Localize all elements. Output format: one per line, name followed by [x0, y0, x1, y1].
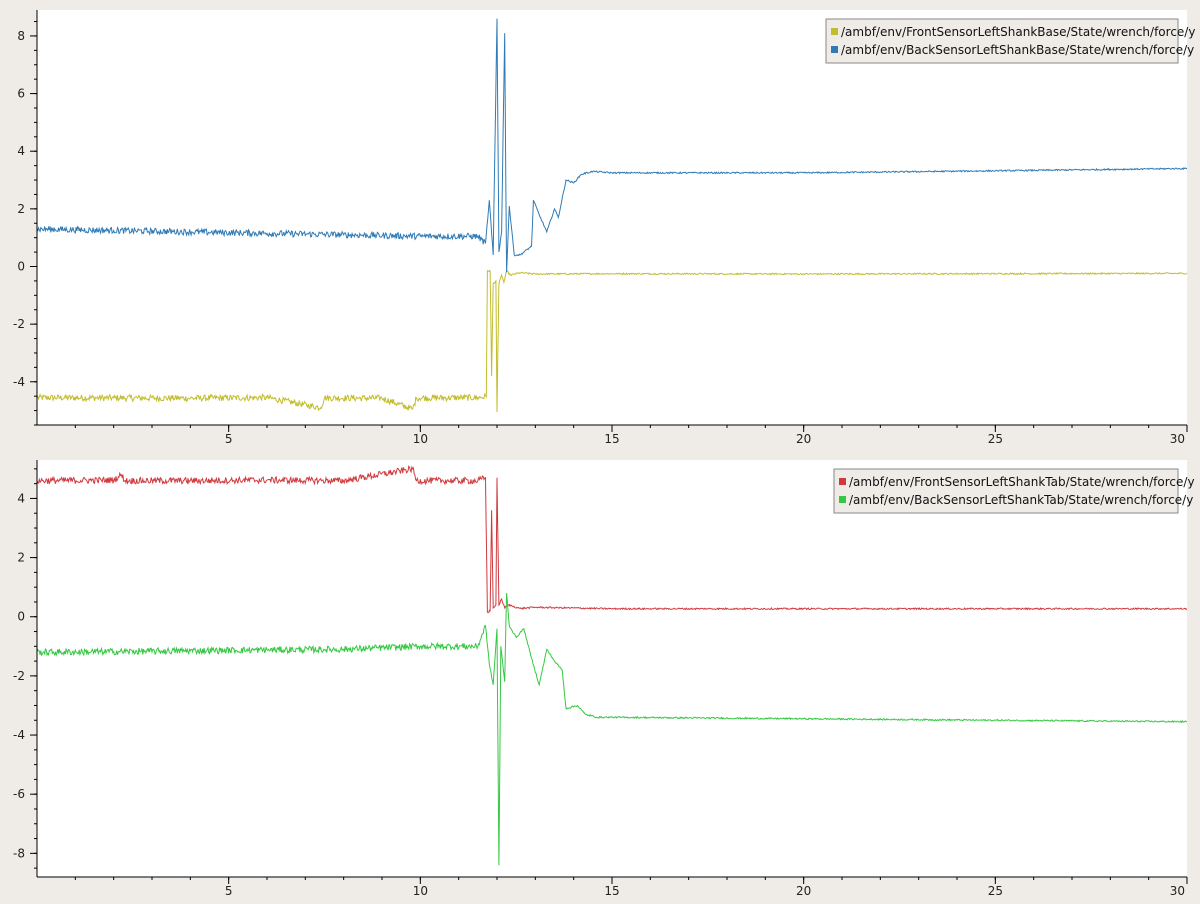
y-tick-label: -2 [13, 317, 25, 331]
series-line-1 [37, 465, 1187, 614]
x-tick-label: 30 [1170, 884, 1185, 898]
y-tick-label: -8 [13, 846, 25, 860]
y-tick-label: 4 [17, 491, 25, 505]
y-tick-label: -6 [13, 787, 25, 801]
series-line-2 [37, 593, 1187, 866]
legend-box [825, 18, 1179, 64]
chart-panel-1: 5 10 15 20 25 30 -4 -2 0 2 4 6 8/ambf/env/FrontSenso… [13, 10, 1195, 446]
legend-swatch-1 [831, 28, 838, 35]
x-tick-label: 15 [604, 884, 619, 898]
plot-area [37, 460, 1187, 877]
legend-label-2: /ambf/env/BackSensorLeftShankTab/State/w… [849, 493, 1193, 507]
legend-label-2: /ambf/env/BackSensorLeftShankBase/State/… [841, 43, 1194, 57]
x-tick-label: 15 [604, 432, 619, 446]
legend[interactable]: /ambf/env/FrontSensorLeftShankTab/State/… [833, 468, 1195, 514]
x-tick-label: 25 [988, 432, 1003, 446]
x-tick-label: 5 [225, 884, 233, 898]
series-group [37, 18, 1187, 413]
x-tick-label: 20 [796, 432, 811, 446]
x-tick-label: 30 [1170, 432, 1185, 446]
y-tick-label: -2 [13, 669, 25, 683]
y-tick-label: 6 [17, 87, 25, 101]
y-tick-label: -4 [13, 728, 25, 742]
series-line-2 [37, 18, 1187, 273]
x-tick-label: 10 [413, 884, 428, 898]
x-tick-label: 20 [796, 884, 811, 898]
y-tick-label: -4 [13, 375, 25, 389]
legend[interactable]: /ambf/env/FrontSensorLeftShankBase/State… [825, 18, 1195, 64]
x-tick-label: 25 [988, 884, 1003, 898]
plot-area [37, 10, 1187, 425]
legend-label-1: /ambf/env/FrontSensorLeftShankBase/State… [841, 25, 1195, 39]
series-line-1 [37, 269, 1187, 413]
legend-swatch-2 [831, 46, 838, 53]
chart-panel-2: 5 10 15 20 25 30 -8 -6 -4 -2 0 2 4/ambf/env/FrontSen… [13, 460, 1195, 898]
y-tick-label: 4 [17, 144, 25, 158]
legend-box [833, 468, 1179, 514]
y-tick-label: 0 [17, 610, 25, 624]
y-tick-label: 0 [17, 259, 25, 273]
y-tick-label: 2 [17, 551, 25, 565]
legend-label-1: /ambf/env/FrontSensorLeftShankTab/State/… [849, 475, 1195, 489]
y-tick-label: 2 [17, 202, 25, 216]
x-tick-label: 10 [413, 432, 428, 446]
x-tick-label: 5 [225, 432, 233, 446]
series-group [37, 465, 1187, 866]
legend-swatch-1 [839, 478, 846, 485]
legend-swatch-2 [839, 496, 846, 503]
y-tick-label: 8 [17, 29, 25, 43]
